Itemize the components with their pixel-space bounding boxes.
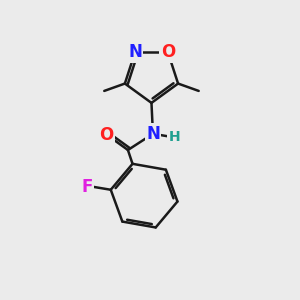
Text: F: F xyxy=(82,178,93,196)
Text: O: O xyxy=(161,43,175,61)
Text: N: N xyxy=(128,43,142,61)
Text: H: H xyxy=(168,130,180,144)
Text: O: O xyxy=(100,126,114,144)
Text: N: N xyxy=(146,125,160,143)
